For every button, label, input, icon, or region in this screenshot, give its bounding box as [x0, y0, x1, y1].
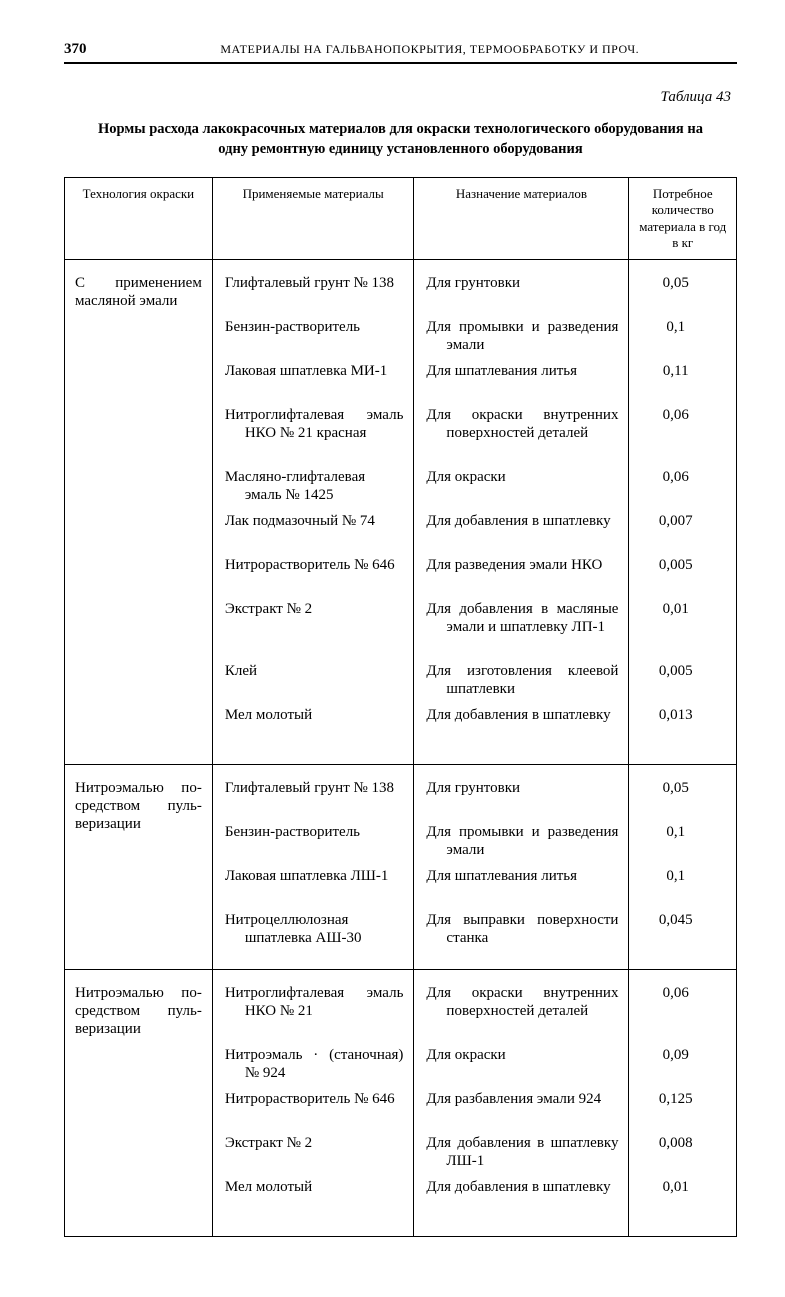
material-cell: Клей	[225, 662, 404, 700]
quantity-cell: 0,125	[635, 1090, 730, 1128]
quantity-cell: 0,05	[635, 779, 730, 817]
purpose-cell: Для добавления в шпатлевку	[426, 512, 618, 550]
table-number-label: Таблица 43	[64, 88, 731, 106]
technology-cell: Нитроэмалью по­средством пуль­веризации	[65, 765, 213, 970]
material-cell: Бензин-растворитель	[225, 823, 404, 861]
quantity-cell: 0,005	[635, 662, 730, 700]
quantity-cell: 0,1	[635, 867, 730, 905]
material-cell: Глифталевый грунт № 138	[225, 779, 404, 817]
quantity-cell: 0,11	[635, 362, 730, 400]
purpose-cell: Для промывки и раз­ведения эмали	[426, 318, 618, 356]
material-cell: Бензин-растворитель	[225, 318, 404, 356]
quantity-cell: 0,09	[635, 1046, 730, 1084]
material-cell: Нитроцеллюлозная шпатлевка АШ-30	[225, 911, 404, 949]
table-section-row: Нитроэмалью по­средством пуль­веризацииН…	[65, 970, 737, 1237]
purpose-cell: Для разбавления эма­ли 924	[426, 1090, 618, 1128]
purpose-cell: Для добавления в ма­сляные эмали и шпа­т…	[426, 600, 618, 656]
material-cell: Лак подмазочный № 74	[225, 512, 404, 550]
purpose-cell: Для окраски внутрен­них поверхностей дет…	[426, 984, 618, 1040]
material-cell: Лаковая шпатлевка МИ-1	[225, 362, 404, 400]
col-header-materials: Применяемые материалы	[212, 178, 414, 260]
quantity-cell: 0,06	[635, 406, 730, 462]
quantity-cell-column: 0,05 0,1 0,11 0,06 0,06 0,007 0,005 0,01 0,005 0,…	[629, 260, 737, 765]
quantity-cell: 0,1	[635, 823, 730, 861]
purpose-cell-column: Для грунтовки Для промывки и раз­ведения …	[414, 260, 629, 765]
quantity-cell: 0,013	[635, 706, 730, 744]
purpose-cell: Для окраски	[426, 1046, 618, 1084]
table-header-row: Технология окраски Применяемые материалы…	[65, 178, 737, 260]
material-cell: Экстракт № 2	[225, 600, 404, 656]
purpose-cell-column: Для окраски внутрен­них поверхностей дет…	[414, 970, 629, 1237]
quantity-cell: 0,007	[635, 512, 730, 550]
purpose-cell: Для промывки и раз­ведения эмали	[426, 823, 618, 861]
material-cell: Нитроэмаль · (станоч­ная) № 924	[225, 1046, 404, 1084]
material-cell: Нитроглифталевая эмаль НКО № 21	[225, 984, 404, 1040]
quantity-cell: 0,01	[635, 1178, 730, 1216]
quantity-cell: 0,06	[635, 984, 730, 1040]
quantity-cell-column: 0,05 0,1 0,1 0,045	[629, 765, 737, 970]
col-header-technology: Технология окраски	[65, 178, 213, 260]
col-header-quantity: Потребное количество материала в год в к…	[629, 178, 737, 260]
quantity-cell: 0,008	[635, 1134, 730, 1172]
material-cell: Масляно-глифталевая эмаль № 1425	[225, 468, 404, 506]
quantity-cell-column: 0,06 0,09 0,125 0,008 0,01	[629, 970, 737, 1237]
material-cell-column: Глифталевый грунт № 138 Бензин-растворите…	[212, 765, 414, 970]
material-cell-column: Глифталевый грунт № 138 Бензин-растворите…	[212, 260, 414, 765]
purpose-cell: Для грунтовки	[426, 779, 618, 817]
material-cell: Глифталевый грунт № 138	[225, 274, 404, 312]
material-cell: Мел молотый	[225, 1178, 404, 1216]
quantity-cell: 0,005	[635, 556, 730, 594]
table-title: Нормы расхода лакокрасочных материалов д…	[82, 120, 719, 159]
purpose-cell: Для окраски внутрен­них поверхностей дет…	[426, 406, 618, 462]
purpose-cell: Для окраски	[426, 468, 618, 506]
material-cell: Нитрорастворитель № 646	[225, 1090, 404, 1128]
purpose-cell: Для выправки поверх­ности станка	[426, 911, 618, 949]
purpose-cell: Для добавления в шпатлевку	[426, 706, 618, 744]
page-number: 370	[64, 40, 87, 58]
purpose-cell: Для шпатлевания ли­тья	[426, 867, 618, 905]
table-section-row: С применением масляной эма­лиГлифталевый…	[65, 260, 737, 765]
purpose-cell-column: Для грунтовки Для промывки и раз­ведения …	[414, 765, 629, 970]
quantity-cell: 0,06	[635, 468, 730, 506]
technology-cell: Нитроэмалью по­средством пуль­веризации	[65, 970, 213, 1237]
material-cell: Нитроглифталевая эмаль НКО № 21 красная	[225, 406, 404, 462]
material-cell: Экстракт № 2	[225, 1134, 404, 1172]
running-head-text: МАТЕРИАЛЫ НА ГАЛЬВАНОПОКРЫТИЯ, ТЕРМООБРА…	[123, 42, 738, 56]
material-cell-column: Нитроглифталевая эмаль НКО № 21 Нитроэмал…	[212, 970, 414, 1237]
purpose-cell: Для разведения эмали НКО	[426, 556, 618, 594]
running-header: 370 МАТЕРИАЛЫ НА ГАЛЬВАНОПОКРЫТИЯ, ТЕРМО…	[64, 40, 737, 64]
quantity-cell: 0,05	[635, 274, 730, 312]
table-body: С применением масляной эма­лиГлифталевый…	[65, 260, 737, 1237]
quantity-cell: 0,045	[635, 911, 730, 949]
material-cell: Нитрорастворитель № 646	[225, 556, 404, 594]
quantity-cell: 0,01	[635, 600, 730, 656]
quantity-cell: 0,1	[635, 318, 730, 356]
norms-table: Технология окраски Применяемые материалы…	[64, 177, 737, 1237]
purpose-cell: Для изготовления кле­евой шпатлевки	[426, 662, 618, 700]
purpose-cell: Для шпатлевания ли­тья	[426, 362, 618, 400]
purpose-cell: Для добавления в шпатлевку ЛШ-1	[426, 1134, 618, 1172]
material-cell: Лаковая шпатлевка ЛШ-1	[225, 867, 404, 905]
col-header-purpose: Назначение материалов	[414, 178, 629, 260]
purpose-cell: Для добавления в шпатлевку	[426, 1178, 618, 1216]
material-cell: Мел молотый	[225, 706, 404, 744]
table-section-row: Нитроэмалью по­средством пуль­веризацииГ…	[65, 765, 737, 970]
purpose-cell: Для грунтовки	[426, 274, 618, 312]
technology-cell: С применением масляной эма­ли	[65, 260, 213, 765]
